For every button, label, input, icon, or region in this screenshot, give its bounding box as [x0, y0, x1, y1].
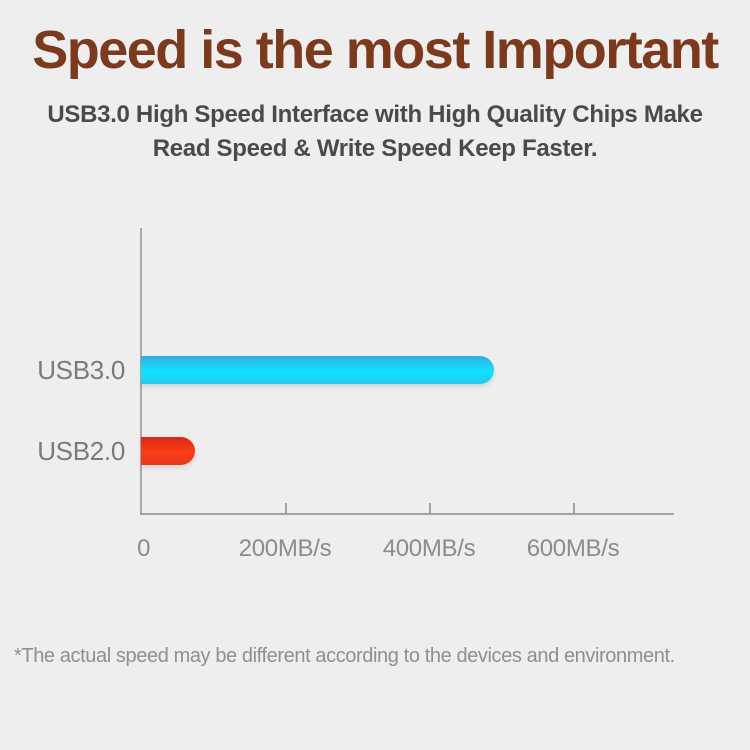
subtitle-line-1: USB3.0 High Speed Interface with High Qu…: [47, 101, 703, 128]
x-axis-tick-400: [429, 503, 431, 513]
x-axis-tick-label-600: 600MB/s: [526, 535, 620, 562]
x-axis-tick-label-0: 0: [137, 535, 151, 562]
x-axis-line: [140, 513, 674, 515]
footnote: *The actual speed may be different accor…: [14, 645, 675, 667]
x-axis-tick-600: [573, 503, 575, 513]
chart-bar-usb20: [141, 437, 195, 465]
subtitle: USB3.0 High Speed Interface with High Qu…: [0, 98, 750, 166]
page-title: Speed is the most Important: [32, 20, 719, 80]
subtitle-line-2: Read Speed & Write Speed Keep Faster.: [152, 135, 598, 162]
category-label-usb30: USB3.0: [37, 355, 125, 385]
chart-bar-usb30: [141, 356, 494, 384]
x-axis-tick-label-200: 200MB/s: [238, 535, 332, 562]
x-axis-tick-label-400: 400MB/s: [382, 535, 476, 562]
x-axis-tick-200: [285, 503, 287, 513]
category-label-usb20: USB2.0: [37, 436, 125, 466]
